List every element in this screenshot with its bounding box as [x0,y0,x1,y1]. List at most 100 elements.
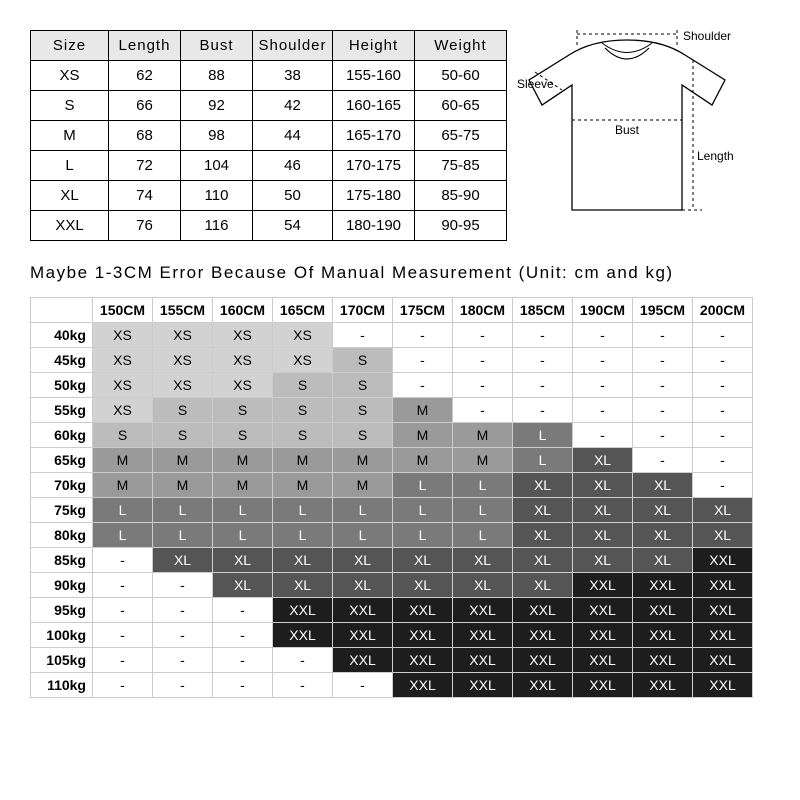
rec-cell: XL [513,473,573,498]
rec-cell: XXL [273,598,333,623]
rec-cell: M [273,448,333,473]
rec-weight-header: 80kg [31,523,93,548]
rec-cell: XL [573,548,633,573]
rec-height-header: 160CM [213,298,273,323]
rec-cell: XL [513,498,573,523]
rec-height-header: 190CM [573,298,633,323]
rec-cell: XXL [393,598,453,623]
rec-cell: - [333,673,393,698]
rec-cell: XXL [393,673,453,698]
rec-cell: XL [633,473,693,498]
rec-cell: XL [453,573,513,598]
size-cell: 88 [181,61,253,91]
rec-corner [31,298,93,323]
rec-cell: XL [393,548,453,573]
rec-cell: XXL [333,598,393,623]
rec-cell: - [693,348,753,373]
size-cell: 85-90 [415,181,507,211]
rec-cell: - [453,398,513,423]
rec-cell: XXL [633,623,693,648]
rec-cell: XS [213,348,273,373]
size-col-shoulder: Shoulder [253,31,333,61]
rec-weight-header: 105kg [31,648,93,673]
rec-cell: XL [273,548,333,573]
label-bust: Bust [615,123,640,137]
rec-weight-header: 110kg [31,673,93,698]
rec-cell: XL [213,573,273,598]
rec-cell: - [573,398,633,423]
rec-cell: L [273,498,333,523]
rec-weight-header: 75kg [31,498,93,523]
rec-cell: - [453,323,513,348]
size-cell: XXL [31,211,109,241]
size-cell: 170-175 [333,151,415,181]
rec-cell: XXL [573,648,633,673]
rec-cell: - [213,648,273,673]
rec-cell: - [573,373,633,398]
rec-cell: XS [153,373,213,398]
rec-cell: XL [513,523,573,548]
rec-height-header: 150CM [93,298,153,323]
rec-cell: XXL [633,573,693,598]
size-row: L7210446170-17575-85 [31,151,507,181]
size-cell: 92 [181,91,253,121]
rec-cell: M [153,473,213,498]
rec-cell: XXL [453,673,513,698]
rec-cell: S [93,423,153,448]
rec-cell: S [333,373,393,398]
rec-cell: XL [333,548,393,573]
rec-cell: XXL [513,623,573,648]
rec-cell: - [393,348,453,373]
rec-cell: XXL [393,648,453,673]
rec-cell: - [573,348,633,373]
rec-cell: L [513,448,573,473]
rec-cell: M [93,448,153,473]
rec-cell: - [513,323,573,348]
rec-cell: M [333,473,393,498]
size-cell: XS [31,61,109,91]
rec-cell: XXL [513,598,573,623]
rec-cell: XS [213,323,273,348]
size-col-bust: Bust [181,31,253,61]
rec-cell: M [213,448,273,473]
rec-cell: XL [513,548,573,573]
rec-cell: XL [513,573,573,598]
rec-cell: L [273,523,333,548]
rec-row: 55kgXSSSSSM----- [31,398,753,423]
size-col-height: Height [333,31,415,61]
rec-cell: - [153,623,213,648]
rec-height-header: 170CM [333,298,393,323]
size-cell: 104 [181,151,253,181]
rec-cell: M [393,448,453,473]
size-cell: 175-180 [333,181,415,211]
size-cell: 65-75 [415,121,507,151]
rec-cell: L [513,423,573,448]
rec-row: 60kgSSSSSMML--- [31,423,753,448]
rec-cell: XXL [633,598,693,623]
size-cell: S [31,91,109,121]
rec-cell: L [213,523,273,548]
rec-cell: XXL [513,673,573,698]
rec-cell: L [453,523,513,548]
rec-cell: XXL [393,623,453,648]
label-length: Length [697,149,734,163]
rec-cell: XL [573,498,633,523]
rec-weight-header: 65kg [31,448,93,473]
rec-cell: - [153,573,213,598]
rec-cell: XL [453,548,513,573]
rec-cell: XS [93,398,153,423]
rec-height-header: 155CM [153,298,213,323]
rec-row: 110kg-----XXLXXLXXLXXLXXLXXL [31,673,753,698]
size-cell: 66 [109,91,181,121]
label-shoulder: Shoulder [683,30,731,43]
size-table: SizeLengthBustShoulderHeightWeight XS628… [30,30,507,241]
rec-cell: XXL [633,648,693,673]
size-cell: 165-170 [333,121,415,151]
rec-cell: XXL [333,623,393,648]
rec-cell: - [633,448,693,473]
rec-cell: L [393,473,453,498]
rec-row: 75kgLLLLLLLXLXLXLXL [31,498,753,523]
size-cell: 50 [253,181,333,211]
rec-cell: - [93,548,153,573]
rec-row: 90kg--XLXLXLXLXLXLXXLXXLXXL [31,573,753,598]
